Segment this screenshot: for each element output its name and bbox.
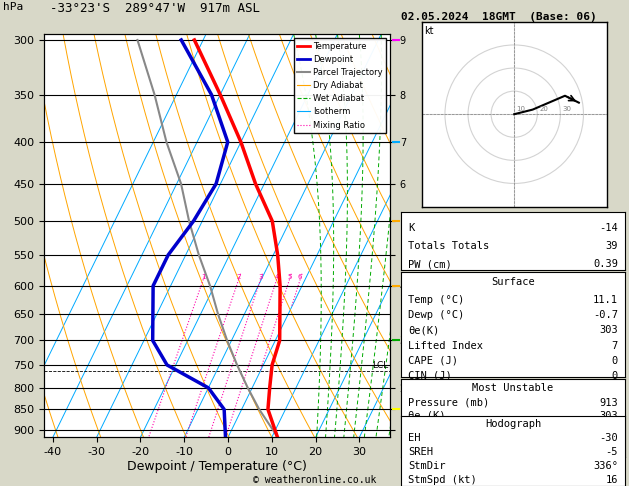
Text: θe (K): θe (K) — [408, 411, 445, 420]
Text: -30: -30 — [599, 433, 618, 443]
Text: 303: 303 — [599, 326, 618, 335]
Y-axis label: km
ASL: km ASL — [409, 236, 427, 257]
Text: Hodograph: Hodograph — [485, 419, 541, 429]
Text: CAPE (J): CAPE (J) — [408, 356, 458, 366]
Text: Totals Totals: Totals Totals — [408, 241, 489, 251]
Text: PW (cm): PW (cm) — [408, 260, 452, 269]
Text: StmDir: StmDir — [408, 461, 445, 471]
Text: 6: 6 — [298, 274, 303, 280]
Text: CAPE (J): CAPE (J) — [408, 436, 458, 446]
Text: 20: 20 — [540, 106, 548, 112]
Text: Lifted Index: Lifted Index — [408, 423, 483, 434]
Text: 0.39: 0.39 — [593, 260, 618, 269]
Text: 0: 0 — [611, 449, 618, 459]
Text: 303: 303 — [599, 411, 618, 420]
Text: CIN (J): CIN (J) — [408, 371, 452, 381]
Text: Surface: Surface — [491, 278, 535, 287]
Text: -5: -5 — [605, 447, 618, 457]
Text: 02.05.2024  18GMT  (Base: 06): 02.05.2024 18GMT (Base: 06) — [401, 12, 597, 22]
Text: 7: 7 — [611, 423, 618, 434]
Text: 16: 16 — [605, 475, 618, 486]
Text: 3: 3 — [258, 274, 263, 280]
X-axis label: Dewpoint / Temperature (°C): Dewpoint / Temperature (°C) — [127, 460, 307, 473]
Text: K: K — [408, 223, 415, 233]
Text: 5: 5 — [287, 274, 292, 280]
Text: -14: -14 — [599, 223, 618, 233]
Text: 0: 0 — [611, 436, 618, 446]
Text: 2: 2 — [237, 274, 241, 280]
Text: hPa: hPa — [3, 2, 23, 13]
Text: 39: 39 — [605, 241, 618, 251]
Text: kt: kt — [424, 27, 433, 36]
Text: -33°23'S  289°47'W  917m ASL: -33°23'S 289°47'W 917m ASL — [50, 2, 260, 16]
Text: θe(K): θe(K) — [408, 326, 439, 335]
Text: 11.1: 11.1 — [593, 295, 618, 305]
Text: 4: 4 — [274, 274, 279, 280]
Text: Temp (°C): Temp (°C) — [408, 295, 464, 305]
Text: LCL: LCL — [372, 361, 389, 370]
Text: -0.7: -0.7 — [593, 310, 618, 320]
Text: 1: 1 — [201, 274, 206, 280]
Text: 336°: 336° — [593, 461, 618, 471]
Text: © weatheronline.co.uk: © weatheronline.co.uk — [253, 475, 376, 485]
Text: 7: 7 — [611, 341, 618, 350]
Text: 0: 0 — [611, 371, 618, 381]
Text: 0: 0 — [611, 356, 618, 366]
Text: 30: 30 — [563, 106, 572, 112]
Text: EH: EH — [408, 433, 421, 443]
Text: 913: 913 — [599, 398, 618, 408]
Text: SREH: SREH — [408, 447, 433, 457]
Text: Pressure (mb): Pressure (mb) — [408, 398, 489, 408]
Text: CIN (J): CIN (J) — [408, 449, 452, 459]
Text: Lifted Index: Lifted Index — [408, 341, 483, 350]
Text: Dewp (°C): Dewp (°C) — [408, 310, 464, 320]
Text: Most Unstable: Most Unstable — [472, 383, 554, 393]
Legend: Temperature, Dewpoint, Parcel Trajectory, Dry Adiabat, Wet Adiabat, Isotherm, Mi: Temperature, Dewpoint, Parcel Trajectory… — [294, 38, 386, 133]
Text: 10: 10 — [516, 106, 525, 112]
Text: StmSpd (kt): StmSpd (kt) — [408, 475, 477, 486]
